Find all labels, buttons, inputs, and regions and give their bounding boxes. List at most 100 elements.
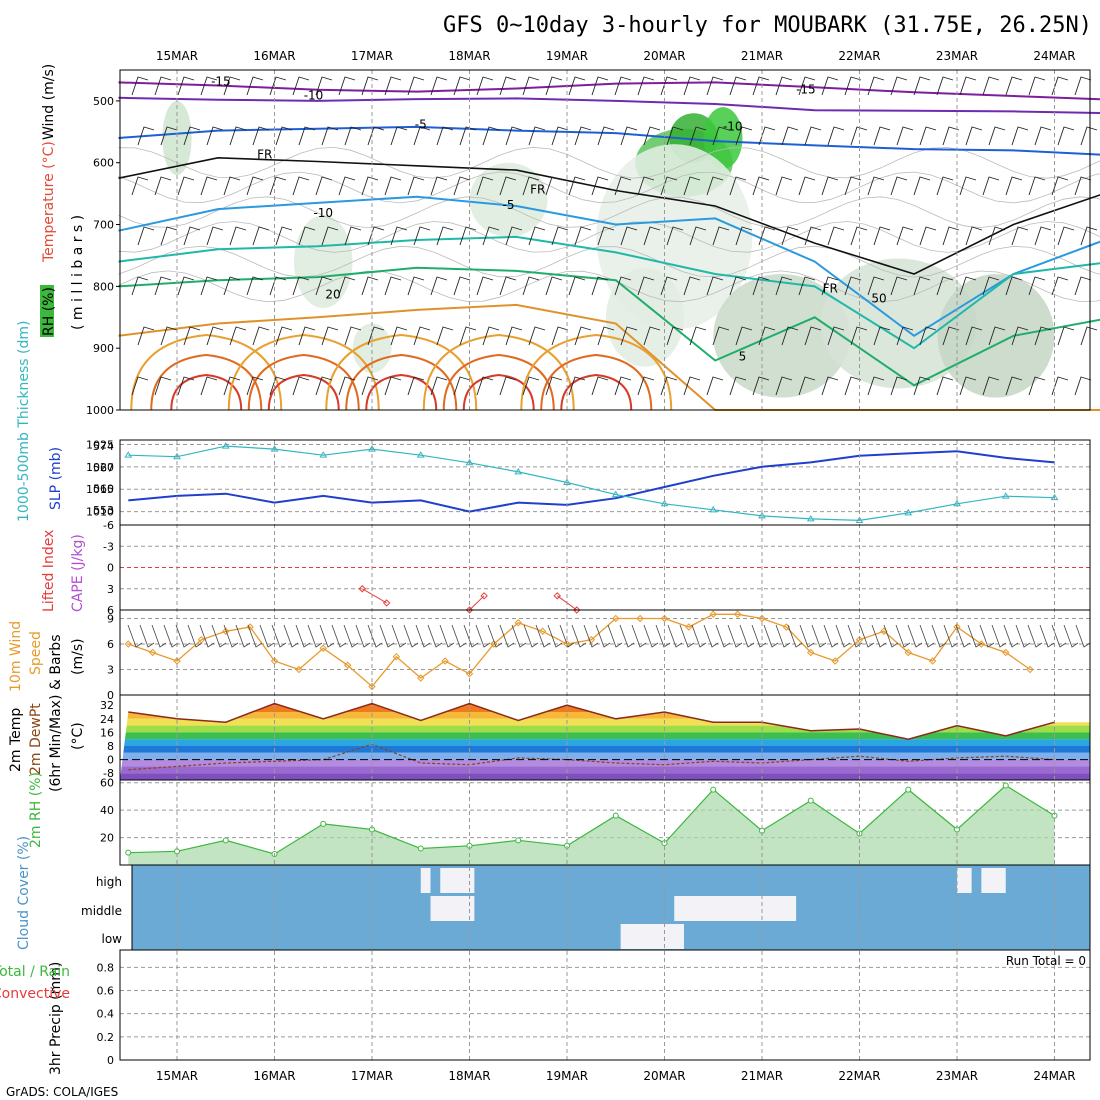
wind-barb (1051, 276, 1069, 296)
contour-label: -10 (313, 206, 333, 220)
wind-barb-10m (775, 624, 791, 648)
wind-barb (919, 326, 937, 346)
contour-label: -5 (415, 118, 427, 132)
wind-speed-point (319, 644, 327, 652)
wind-barb (137, 126, 155, 146)
wind-speed-point (1002, 648, 1010, 657)
contour-label: -15 (211, 74, 231, 88)
lifted-index-point (358, 585, 366, 593)
wind-barb-10m (163, 624, 179, 648)
wind-barb (873, 126, 891, 146)
wind-barb (1028, 76, 1046, 96)
slp-ylabel: SLP (mb) (48, 447, 64, 510)
wind-barb (844, 176, 862, 196)
wind-barb (568, 376, 586, 396)
date-tick-top: 24MAR (1033, 49, 1075, 63)
wind-barb (844, 376, 862, 396)
wind-barb (752, 176, 770, 196)
wind-barb (436, 126, 454, 146)
isotherm-10 (118, 266, 1100, 387)
wind-speed-point (343, 661, 352, 669)
wind-barb (505, 126, 523, 146)
temp2m-ylabel-c: (6hr Min/Max) (48, 695, 64, 792)
wind-barb-10m (571, 624, 587, 648)
wind-barb (643, 326, 661, 346)
wind-barb (384, 76, 402, 96)
slp-tick: 1025 (86, 438, 114, 451)
precip-ylabel: 3hr Precip (mm) (48, 962, 64, 1075)
thickness-point (221, 442, 230, 449)
wind-barb (384, 276, 402, 296)
wind-barb (959, 176, 977, 196)
wind-barb-10m (979, 624, 995, 648)
slp-tick: 1020 (86, 461, 114, 474)
lifted-index-point (480, 592, 488, 600)
rh-point (320, 820, 327, 827)
contour-label: FR (823, 282, 838, 296)
wind-barb (154, 376, 172, 396)
wind-barb (154, 276, 172, 296)
wind-barb (160, 126, 178, 146)
wind-barb-10m (403, 624, 419, 648)
wind-barb (430, 376, 448, 396)
wind-barb (505, 226, 523, 246)
warm-contour (462, 373, 535, 411)
wind-barb (1028, 276, 1046, 296)
date-tick-bottom: 24MAR (1033, 1069, 1075, 1083)
lifted-index-point (465, 606, 474, 614)
wind-barb (965, 126, 983, 146)
wind-barb (315, 176, 333, 196)
wind-barb (275, 326, 293, 346)
wind-barb (1074, 176, 1092, 196)
thickness-line (128, 445, 1055, 522)
wind-barb-10m (499, 624, 515, 648)
wind-barb-10m (367, 624, 383, 648)
wind-barb-10m (427, 624, 443, 648)
cloud-segment-high (440, 868, 475, 893)
wind-barb (758, 326, 776, 346)
wind-speed-point (441, 657, 449, 665)
wind-tick: 6 (107, 638, 114, 651)
date-tick-top: 20MAR (643, 49, 685, 63)
wind-barb-10m (151, 624, 167, 648)
rh-point (710, 786, 717, 793)
slp-tick: 1010 (86, 506, 114, 519)
lifted-index-panel: -6 -3 0 3 6 (103, 519, 1090, 617)
wind-barb (1028, 176, 1046, 196)
wind-barb-10m (703, 624, 719, 648)
wind-barb-10m (643, 624, 659, 648)
wind-barb (643, 126, 661, 146)
wind-barb (735, 326, 753, 346)
rh-point (222, 837, 229, 844)
warm-contour (325, 333, 478, 411)
wind-speed-point (368, 682, 376, 691)
wind-barb (344, 326, 362, 346)
thickness-point (319, 451, 328, 458)
wind-barb-10m (523, 624, 539, 648)
wind-barb (1080, 126, 1098, 146)
wind-barb (913, 176, 931, 196)
wind-barb-10m (511, 624, 527, 648)
temp-tick: 24 (100, 713, 114, 726)
wind-barb (936, 76, 954, 96)
wind-barb (712, 326, 730, 346)
wind-barb (367, 326, 385, 346)
contour-label: FR (257, 147, 272, 161)
wind-barb-10m (1039, 624, 1055, 648)
wind-barb-10m (667, 624, 683, 648)
wind-barb (752, 76, 770, 96)
wind-barb (384, 176, 402, 196)
wind-barb (729, 176, 747, 196)
wind-barb (183, 226, 201, 246)
wind-barb (804, 226, 822, 246)
temp-tick: 8 (107, 740, 114, 753)
wind-barb-10m (319, 624, 335, 648)
wind-barb (453, 276, 471, 296)
wind-barb (269, 276, 287, 296)
wind-barb-10m (463, 624, 479, 648)
thickness-point (270, 445, 279, 452)
ytick-label: 700 (93, 219, 114, 232)
wind-barb (775, 176, 793, 196)
cloud-layer-label: middle (81, 904, 122, 918)
isotherm--5b (118, 195, 1100, 338)
